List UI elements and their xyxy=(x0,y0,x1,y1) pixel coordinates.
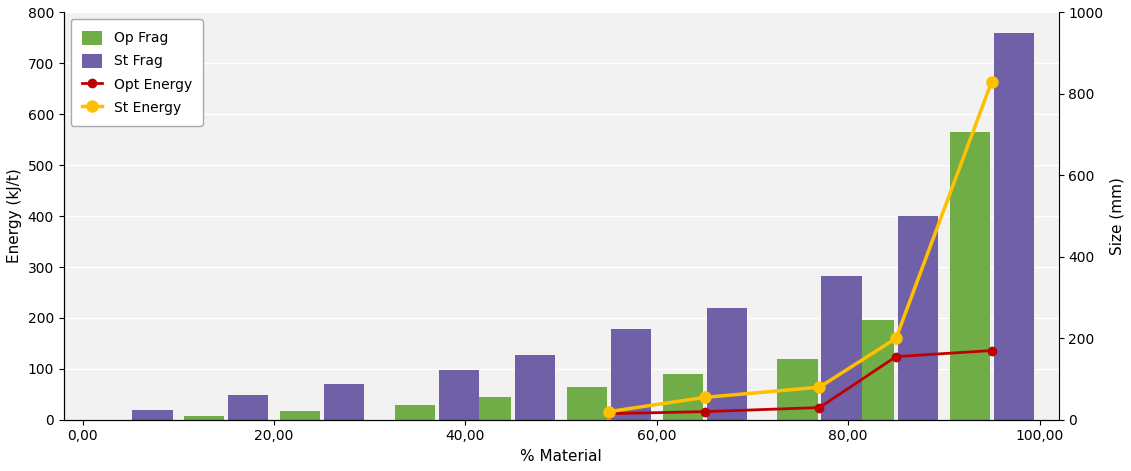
Bar xyxy=(898,216,938,420)
Legend: Op Frag, St Frag, Opt Energy, St Energy: Op Frag, St Frag, Opt Energy, St Energy xyxy=(70,19,202,126)
Bar xyxy=(472,397,511,420)
Bar xyxy=(950,132,990,420)
Line: Opt Energy: Opt Energy xyxy=(605,346,995,418)
Bar xyxy=(516,355,555,420)
Bar xyxy=(821,276,862,420)
X-axis label: % Material: % Material xyxy=(520,449,602,464)
Bar xyxy=(439,370,478,420)
Y-axis label: Energy (kJ/t): Energy (kJ/t) xyxy=(7,169,21,263)
Bar xyxy=(228,395,268,420)
St Energy xyxy=(813,384,827,390)
St Energy xyxy=(602,409,615,414)
Bar xyxy=(132,410,173,420)
Bar xyxy=(854,320,895,420)
Bar xyxy=(611,329,651,420)
Opt Energy xyxy=(602,411,615,416)
Bar xyxy=(567,387,607,420)
Opt Energy xyxy=(813,405,827,410)
Line: St Energy: St Energy xyxy=(604,76,998,417)
St Energy xyxy=(985,79,999,84)
Y-axis label: Size (mm): Size (mm) xyxy=(1110,177,1124,255)
Bar xyxy=(663,374,702,420)
St Energy xyxy=(889,335,903,341)
Bar xyxy=(707,308,746,420)
Bar xyxy=(395,405,434,420)
Opt Energy xyxy=(698,409,711,414)
Opt Energy xyxy=(889,354,903,359)
St Energy xyxy=(698,395,711,400)
Opt Energy xyxy=(985,348,999,353)
Bar xyxy=(777,359,818,420)
Bar xyxy=(323,384,364,420)
Bar xyxy=(184,416,224,420)
Bar xyxy=(994,33,1034,420)
Bar xyxy=(279,411,320,420)
